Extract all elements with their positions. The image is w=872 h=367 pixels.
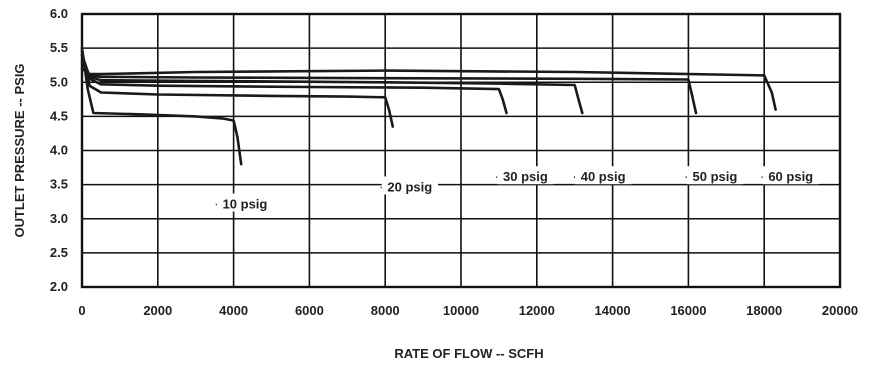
x-tick-label: 8000 [371,303,400,318]
series-label-bg-3 [574,166,632,185]
series-label-1: 20 psig [387,179,432,194]
series-line-4 [80,60,698,115]
gridlines [81,13,841,288]
x-tick-label: 20000 [822,303,858,318]
series-label-5: 60 psig [768,169,813,184]
y-tick-label: 3.0 [50,211,68,226]
y-tick-label: 3.5 [50,177,68,192]
x-axis-ticks: 0 2000 4000 6000 8000 10000 12000 14000 16000 180… [78,303,858,318]
series-label-bg-5 [762,166,819,185]
y-tick-label: 6.0 [50,6,68,21]
y-axis-ticks: 2.0 2.5 3.0 3.5 4.0 4.5 5.0 5.5 6.0 [50,6,68,294]
y-axis-title: OUTLET PRESSURE -- PSIG [12,63,27,237]
series-label-2: 30 psig [503,169,548,184]
x-tick-label: 10000 [443,303,479,318]
x-tick-label: 14000 [595,303,631,318]
series-label-0: 10 psig [223,197,268,212]
y-tick-label: 5.0 [50,74,68,89]
x-tick-label: 12000 [519,303,555,318]
x-tick-label: 16000 [670,303,706,318]
series-line-5 [80,67,777,111]
y-tick-label: 4.5 [50,108,68,123]
x-tick-label: 6000 [295,303,324,318]
y-tick-label: 2.0 [50,279,68,294]
series-label-bg-1 [381,176,439,195]
x-tick-label: 2000 [143,303,172,318]
series-line-0 [80,46,243,166]
series-label-4: 50 psig [693,169,738,184]
x-tick-label: 18000 [746,303,782,318]
series-label-bg-4 [686,166,744,185]
x-tick-label: 4000 [219,303,248,318]
series-line-1 [80,50,395,128]
x-axis-title: RATE OF FLOW -- SCFH [394,346,543,361]
y-tick-label: 5.5 [50,40,68,55]
y-tick-label: 4.0 [50,143,68,158]
x-tick-label: 0 [78,303,85,318]
series-label-bg-0 [216,193,274,212]
series-line-2 [80,53,508,115]
plot-frame [80,12,842,289]
series-label-bg-2 [497,166,554,185]
series-layer: 10 psig 20 psig 30 psig 40 psig 50 psig 60 ps… [80,46,819,212]
series-label-3: 40 psig [581,169,626,184]
series-line-3 [80,53,584,115]
y-tick-label: 2.5 [50,245,68,260]
